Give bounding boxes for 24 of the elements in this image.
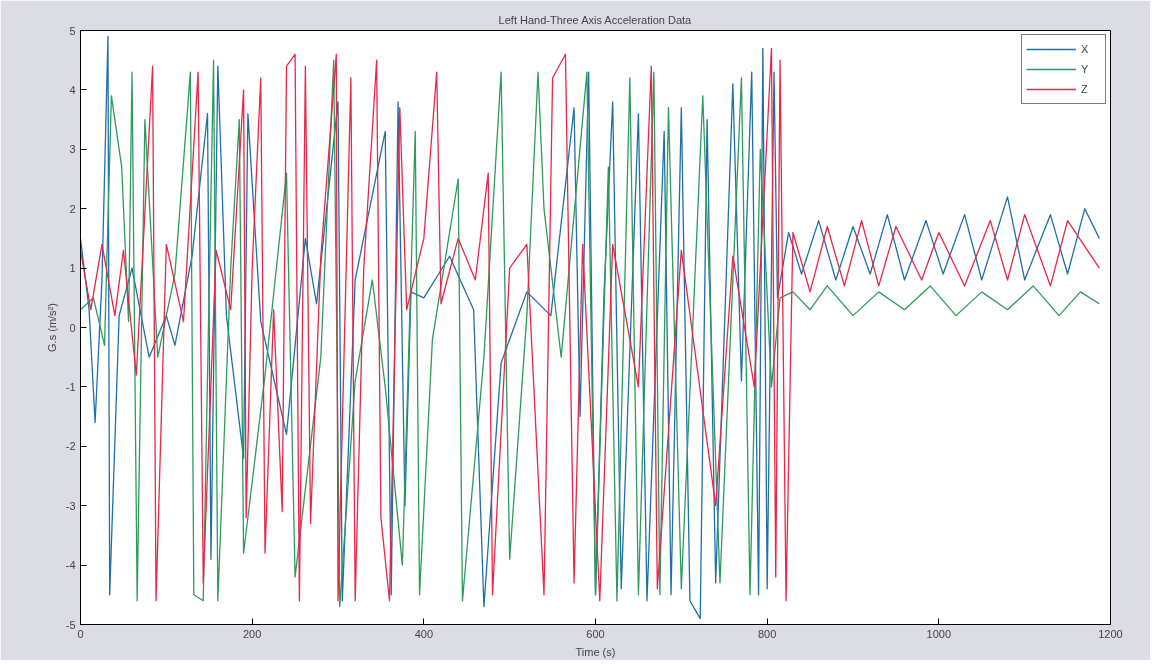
- x-axis-title: Time (s): [575, 645, 616, 658]
- x-tick-label: 800: [757, 627, 777, 640]
- y-tick-label: -1: [65, 380, 76, 393]
- y-tick-label: -4: [65, 559, 76, 572]
- chart-title: Left Hand-Three Axis Acceleration Data: [498, 13, 693, 26]
- x-tick-label: 600: [586, 627, 605, 640]
- x-tick-label: 1200: [1098, 627, 1123, 640]
- y-tick-label: 2: [69, 202, 76, 215]
- y-axis-title: G.s (m/s²): [45, 303, 58, 352]
- y-tick-label: -5: [65, 618, 76, 631]
- legend-label: Y: [1081, 63, 1090, 75]
- x-tick-label: 0: [77, 627, 84, 640]
- x-tick-label: 200: [242, 627, 262, 640]
- y-tick-label: 0: [69, 321, 76, 334]
- legend-label: X: [1081, 43, 1090, 55]
- y-tick-label: -3: [65, 499, 76, 512]
- legend-label: Z: [1081, 83, 1089, 95]
- y-tick-label: 1: [69, 262, 76, 275]
- y-tick-label: 5: [69, 24, 76, 37]
- y-tick-label: 3: [69, 143, 76, 156]
- x-tick-label: 1000: [926, 627, 952, 640]
- y-tick-label: 4: [69, 83, 76, 96]
- x-tick-label: 400: [414, 627, 434, 640]
- y-tick-label: -2: [65, 440, 76, 453]
